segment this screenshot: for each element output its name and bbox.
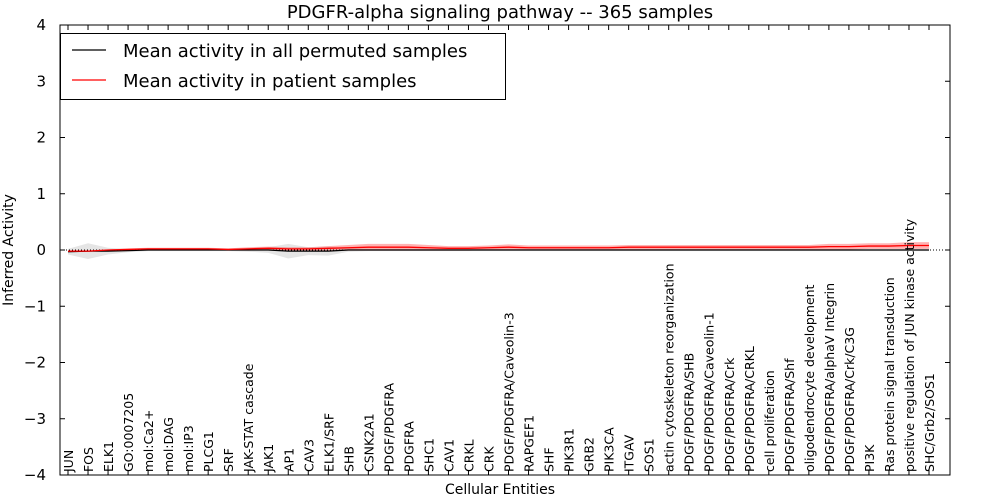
x-tick-label: ITGAV <box>622 434 637 472</box>
x-tick-label: CAV1 <box>441 439 456 472</box>
series-line <box>68 244 929 252</box>
x-tick-label: mol:Ca2+ <box>141 410 156 472</box>
x-tick-label: PI3K <box>862 444 877 472</box>
x-tick-label: CAV3 <box>301 439 316 472</box>
y-tick-label: −3 <box>24 410 46 428</box>
error-band <box>68 243 929 259</box>
x-tick-label: ELK1/SRF <box>321 413 336 472</box>
x-tick-label: JAK1 <box>261 444 276 473</box>
x-tick-label: SHC/Grb2/SOS1 <box>922 373 937 472</box>
x-tick-label: mol:DAG <box>161 417 176 472</box>
x-tick-label: PDGF/PDGFRA/Caveolin-3 <box>502 312 517 472</box>
plot-frame <box>59 24 951 476</box>
x-tick-label: ELK1 <box>101 441 116 472</box>
x-tick-label: Ras protein signal transduction <box>882 277 897 472</box>
y-tick-label: 4 <box>36 16 46 34</box>
x-tick-label: GRB2 <box>582 437 597 472</box>
x-tick-label: cell proliferation <box>762 370 777 472</box>
x-axis-ticks <box>67 25 930 475</box>
x-tick-label: FOS <box>81 447 96 472</box>
x-tick-label: PLCG1 <box>201 431 216 472</box>
y-axis-label: Inferred Activity <box>1 194 17 306</box>
chart-title: PDGFR-alpha signaling pathway -- 365 sam… <box>287 2 713 23</box>
y-tick-label: 1 <box>36 185 46 203</box>
y-axis-ticks: −4 −3 −2 −1 0 1 2 3 4 <box>24 16 950 484</box>
x-tick-label: PDGF/PDGFRA <box>381 383 396 472</box>
series-lines <box>67 244 929 253</box>
legend-box <box>60 33 506 100</box>
x-tick-label: PDGF/PDGFRA/Shf <box>782 358 797 472</box>
x-tick-label: SHB <box>341 446 356 472</box>
x-tick-label: PDGF/PDGFRA/Crk <box>722 357 737 472</box>
legend-label-patient: Mean activity in patient samples <box>123 71 417 92</box>
y-tick-label: 2 <box>36 129 46 147</box>
series-line <box>67 249 929 253</box>
x-tick-label: GO:0007205 <box>121 393 136 472</box>
x-tick-label: positive regulation of JUN kinase activi… <box>902 218 917 472</box>
legend: Mean activity in all permuted samples Me… <box>60 33 506 100</box>
x-tick-label: AP1 <box>281 448 296 472</box>
x-tick-label: PDGF/PDGFRA/Crk/C3G <box>842 327 857 472</box>
y-tick-label: −2 <box>24 354 46 372</box>
x-tick-label: PDGF/PDGFRA/CRKL <box>742 346 757 472</box>
x-tick-label: actin cytoskeleton reorganization <box>662 263 677 472</box>
y-tick-label: 0 <box>36 241 46 259</box>
x-tick-label: CRKL <box>461 439 476 472</box>
x-tick-label: PIK3R1 <box>562 428 577 472</box>
x-tick-label: CRK <box>481 446 496 472</box>
legend-label-permuted: Mean activity in all permuted samples <box>123 41 467 62</box>
x-tick-label: PDGFRA <box>401 421 416 472</box>
x-tick-label: PDGF/PDGFRA/Caveolin-1 <box>702 312 717 472</box>
x-tick-label: mol:IP3 <box>181 425 196 472</box>
x-tick-label: JAK-STAT cascade <box>241 363 256 473</box>
x-tick-label: SHF <box>542 447 557 472</box>
y-tick-label: −4 <box>24 466 46 484</box>
x-tick-label: SOS1 <box>642 438 657 472</box>
y-tick-label: 3 <box>36 72 46 90</box>
y-tick-label: −1 <box>24 297 46 315</box>
x-tick-label: SRF <box>221 448 236 472</box>
x-tick-label: oligodendrocyte development <box>802 284 817 472</box>
x-tick-label: PDGF/PDGFRA/SHB <box>682 353 697 472</box>
x-tick-label: JUN <box>61 450 76 473</box>
x-tick-label: PIK3CA <box>602 427 617 472</box>
x-tick-label: PDGF/PDGFRA/alphaV Integrin <box>822 283 837 472</box>
x-tick-labels: JUN FOS ELK1 GO:0007205 mol:Ca2+ mol:DAG mol:I… <box>61 218 937 473</box>
x-tick-label: CSNK2A1 <box>361 413 376 472</box>
x-axis-label: Cellular Entities <box>445 482 555 498</box>
x-tick-label: SHC1 <box>421 438 436 472</box>
x-tick-label: RAPGEF1 <box>522 415 537 472</box>
